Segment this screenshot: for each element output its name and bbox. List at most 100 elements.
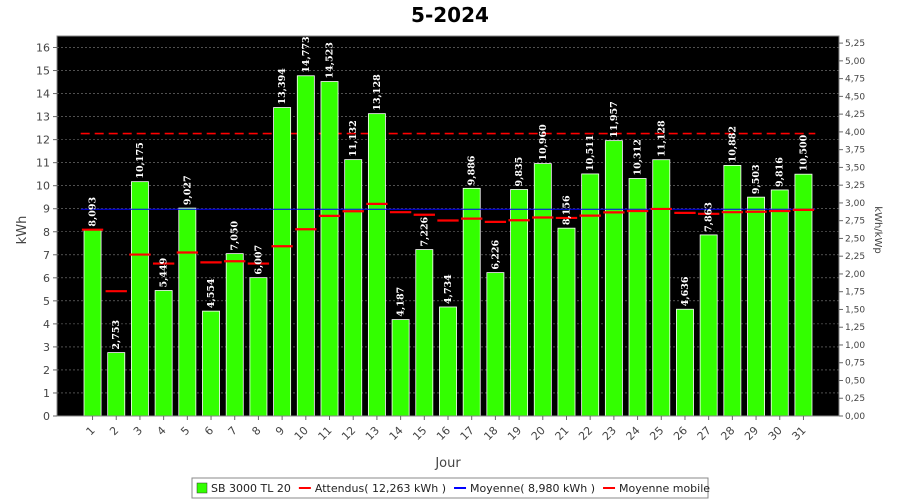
x-tick-label: 29 <box>742 424 761 443</box>
y-tick-label: 11 <box>36 157 50 170</box>
data-label: 13,128 <box>372 74 383 111</box>
x-tick-label: 17 <box>458 424 477 443</box>
x-tick-label: 31 <box>789 424 808 443</box>
data-label: 6,226 <box>490 239 501 269</box>
legend-swatch <box>196 482 208 494</box>
data-label: 10,511 <box>585 135 596 171</box>
bar <box>225 253 244 417</box>
x-tick-label: 16 <box>434 424 453 443</box>
y-axis-label: kWh <box>15 216 30 245</box>
y-right-tick-label: 4,75 <box>845 75 865 85</box>
y-right-tick-label: 4,25 <box>845 110 865 120</box>
y-right-tick-label: 5,00 <box>845 57 865 67</box>
legend-label: Moyenne( 8,980 kWh ) <box>470 482 595 495</box>
y-tick-label: 10 <box>36 180 50 193</box>
y-right-tick-label: 4,50 <box>845 92 865 102</box>
x-tick-label: 15 <box>410 424 429 443</box>
x-tick-label: 12 <box>339 424 358 443</box>
bar <box>510 189 529 417</box>
y-tick-label: 7 <box>43 249 50 262</box>
data-label: 9,503 <box>751 164 762 194</box>
bar <box>415 249 434 417</box>
y-tick-label: 6 <box>43 272 50 285</box>
data-label: 14,773 <box>301 36 312 72</box>
bar <box>628 178 647 417</box>
x-tick-label: 28 <box>718 424 737 443</box>
y-right-tick-label: 3,25 <box>845 181 865 191</box>
x-axis: 1 2 3 4 5 6 7 8 9 10 11 12 13 14 15 16 17 18 19 20 21 22 23 24 2… <box>84 416 809 443</box>
bar <box>367 113 386 417</box>
y-right-tick-label: 3,75 <box>845 146 865 156</box>
data-label: 9,835 <box>514 157 525 187</box>
data-label: 11,132 <box>348 120 359 156</box>
x-tick-label: 9 <box>273 424 287 438</box>
data-label: 9,027 <box>182 175 193 205</box>
data-label: 10,960 <box>538 124 549 161</box>
data-label: 11,957 <box>609 101 620 137</box>
bar <box>652 159 671 417</box>
data-label: 7,050 <box>230 220 241 250</box>
legend: SB 3000 TL 20 Attendus( 12,263 kWh ) Moyen… <box>191 477 710 499</box>
y-tick-label: 5 <box>43 295 50 308</box>
bar <box>747 196 765 417</box>
x-tick-label: 3 <box>131 424 145 438</box>
data-label: 4,187 <box>396 287 407 317</box>
bar <box>273 107 292 417</box>
plot-area: 8,093 2,753 10,175 5,449 9,027 4,554 7,050 6,00… <box>56 35 840 417</box>
data-label: 5,449 <box>159 257 170 287</box>
x-tick-label: 26 <box>671 424 690 443</box>
y-tick-label: 3 <box>43 341 50 354</box>
bar <box>676 308 694 417</box>
x-tick-label: 11 <box>316 424 335 443</box>
bar <box>699 234 718 417</box>
data-label: 9,886 <box>467 155 478 185</box>
x-tick-label: 27 <box>695 424 714 443</box>
bar <box>249 277 268 417</box>
x-tick-label: 18 <box>481 424 500 443</box>
bar <box>178 207 197 417</box>
x-tick-label: 21 <box>553 424 572 443</box>
data-label: 2,753 <box>111 320 122 350</box>
x-tick-label: 5 <box>178 424 192 438</box>
data-label: 7,863 <box>704 202 715 232</box>
y-tick-label: 2 <box>43 364 50 377</box>
y-tick-label: 16 <box>36 42 50 55</box>
data-label: 8,156 <box>561 195 572 225</box>
bar <box>320 81 339 417</box>
data-label: 8,093 <box>88 197 99 227</box>
y-right-tick-label: 2,00 <box>845 270 865 280</box>
x-tick-label: 20 <box>529 424 548 443</box>
y-axis-right: 0,00 0,25 0,50 0,75 1,00 1,25 1,50 1,75 2,00 2,25… <box>839 39 865 422</box>
x-tick-label: 19 <box>505 424 524 443</box>
x-tick-label: 23 <box>600 424 619 443</box>
chart-title: 5-2024 <box>411 3 489 27</box>
data-label: 10,312 <box>633 139 644 175</box>
y-right-tick-label: 1,25 <box>845 323 865 333</box>
y-right-tick-label: 0,75 <box>845 359 865 369</box>
bar <box>154 290 173 417</box>
y-right-tick-label: 2,50 <box>845 234 865 244</box>
y-right-tick-label: 0,25 <box>845 394 865 404</box>
x-tick-label: 24 <box>624 424 643 443</box>
y-tick-label: 12 <box>36 134 50 147</box>
y-tick-label: 13 <box>36 111 50 124</box>
y-right-tick-label: 0,50 <box>845 376 865 386</box>
bar <box>131 181 149 417</box>
x-tick-label: 13 <box>363 424 382 443</box>
legend-label: SB 3000 TL 20 <box>211 482 291 495</box>
y-tick-label: 14 <box>36 88 50 101</box>
y-right-tick-label: 5,25 <box>845 39 865 49</box>
x-tick-label: 25 <box>647 424 666 443</box>
data-label: 14,523 <box>325 42 336 78</box>
y-right-tick-label: 1,00 <box>845 341 865 351</box>
x-tick-label: 2 <box>107 424 121 438</box>
data-label: 6,007 <box>253 245 264 275</box>
bar <box>604 140 623 417</box>
y-right-tick-label: 3,00 <box>845 199 865 209</box>
bar <box>344 159 363 417</box>
y-tick-label: 8 <box>43 226 50 239</box>
x-axis-label: Jour <box>434 456 461 471</box>
bar <box>723 164 742 417</box>
y-tick-label: 15 <box>36 65 50 78</box>
